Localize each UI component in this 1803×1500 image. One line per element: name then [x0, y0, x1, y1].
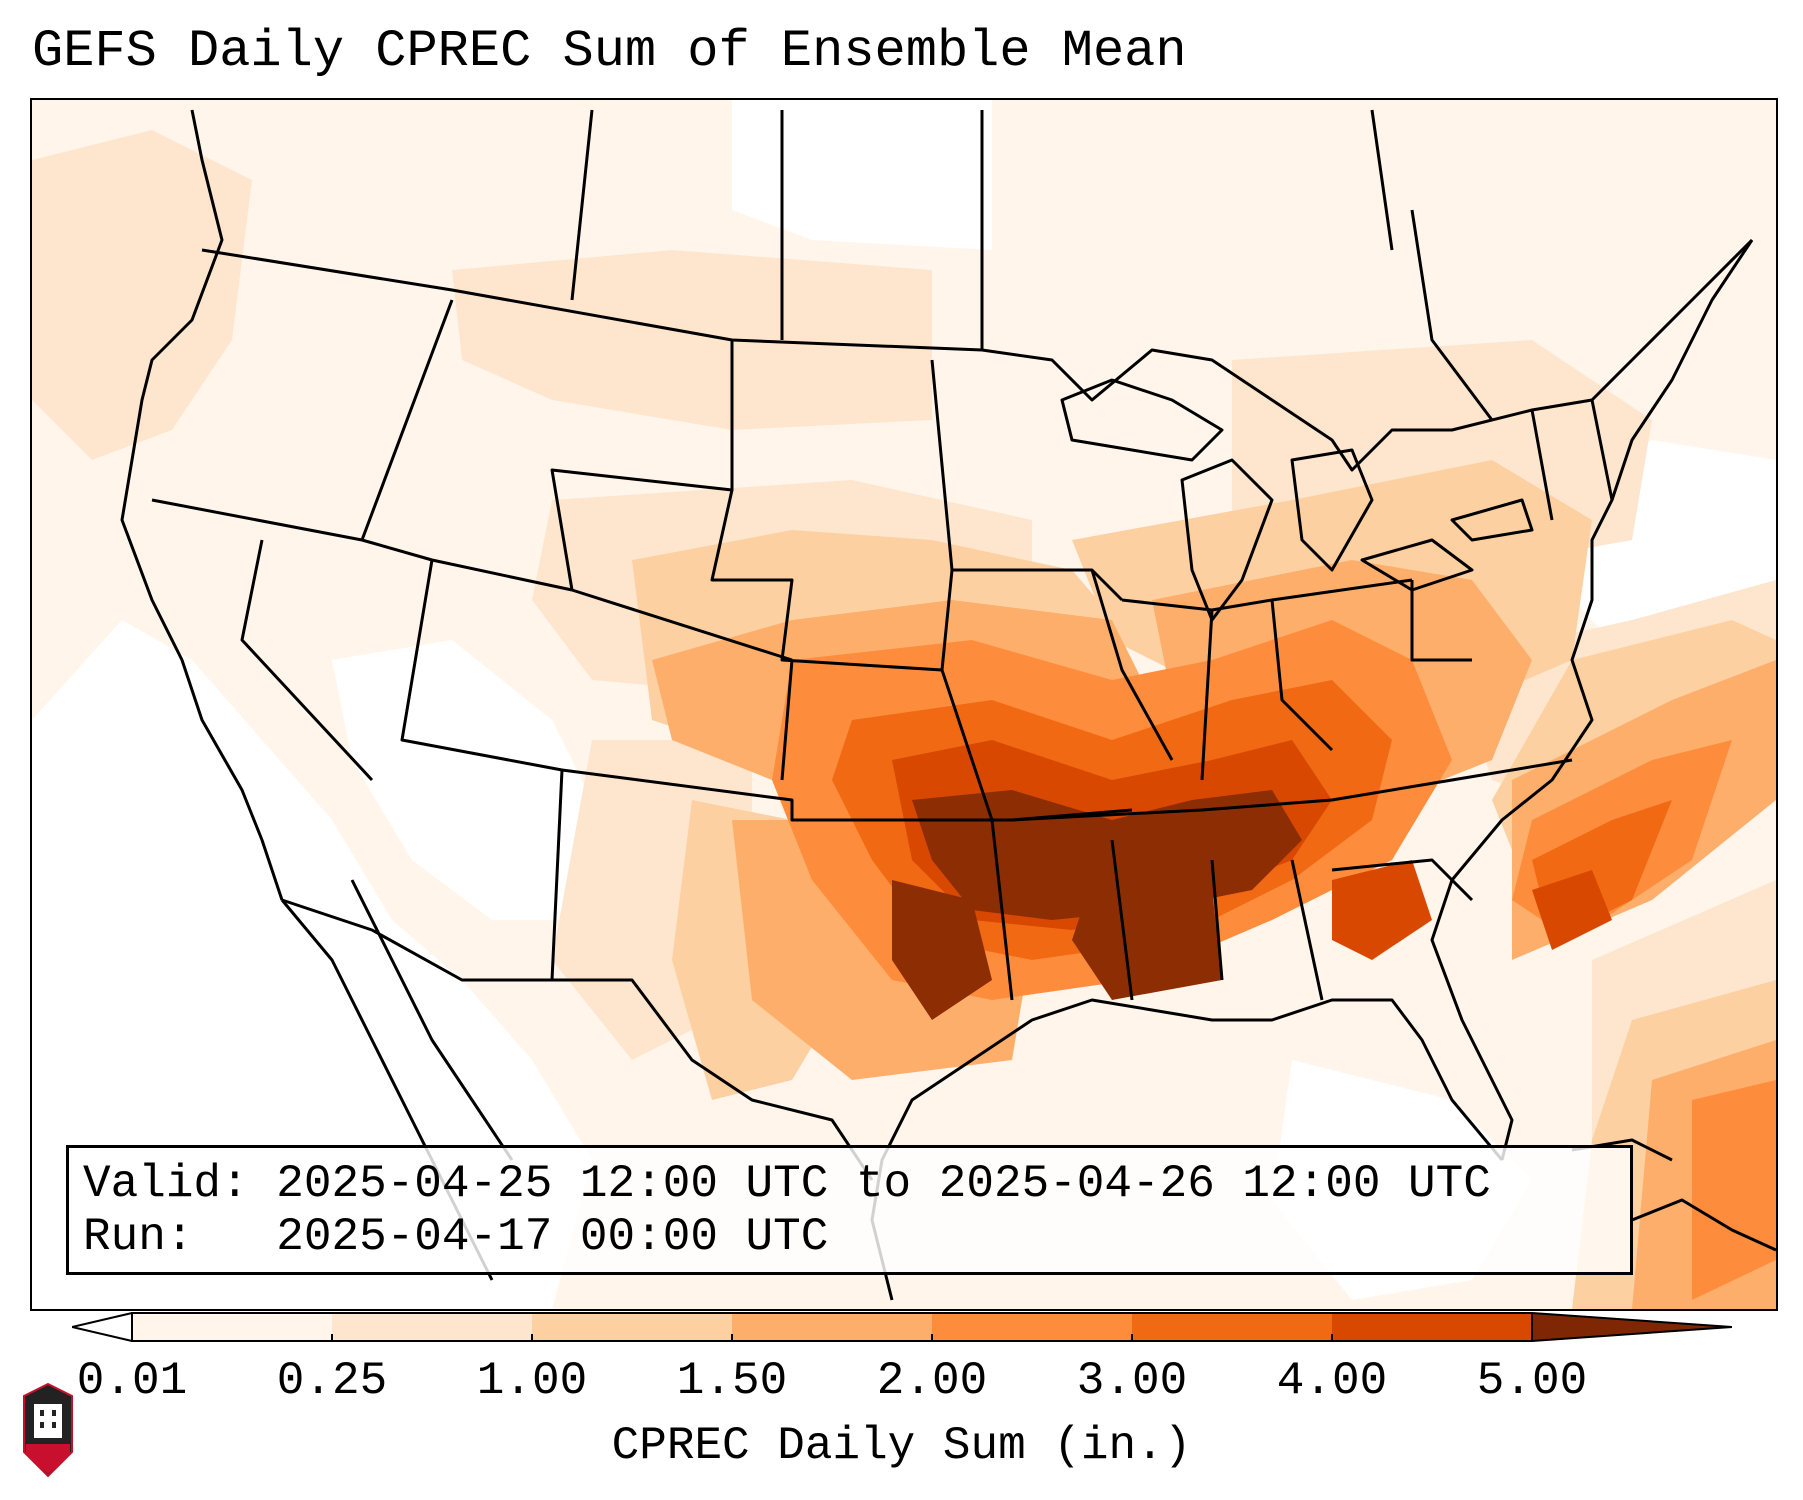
- colorbar-label: CPREC Daily Sum (in.): [611, 1420, 1192, 1472]
- colorbar: [72, 1312, 1732, 1342]
- colorbar-tick-label: 3.00: [1076, 1355, 1188, 1407]
- map-canvas: [32, 100, 1776, 1309]
- colorbar-over-extension: [1531, 1312, 1732, 1342]
- colorbar-tick-label: 1.50: [676, 1355, 788, 1407]
- map-title: GEFS Daily CPREC Sum of Ensemble Mean: [32, 22, 1187, 81]
- colorbar-border: [131, 1312, 1533, 1342]
- colorbar-under-extension: [72, 1312, 133, 1342]
- colorbar-segment: [332, 1313, 533, 1341]
- valid-line: Valid: 2025-04-25 12:00 UTC to 2025-04-2…: [83, 1158, 1616, 1211]
- run-line: Run: 2025-04-17 00:00 UTC: [83, 1211, 1616, 1264]
- colorbar-tick-label: 0.25: [276, 1355, 388, 1407]
- niu-logo-icon: [23, 1382, 73, 1478]
- valid-value: 2025-04-25 12:00 UTC to 2025-04-26 12:00…: [276, 1158, 1491, 1210]
- niu-logo: [20, 1382, 76, 1478]
- colorbar-tick-label: 2.00: [876, 1355, 988, 1407]
- colorbar-segment: [132, 1313, 333, 1341]
- colorbar-segment: [532, 1313, 733, 1341]
- colorbar-tick-label: 4.00: [1276, 1355, 1388, 1407]
- colorbar-graphic: [72, 1312, 1732, 1342]
- valid-label: Valid:: [83, 1158, 249, 1210]
- run-label: Run:: [83, 1211, 194, 1263]
- validity-info-box: Valid: 2025-04-25 12:00 UTC to 2025-04-2…: [66, 1145, 1633, 1275]
- colorbar-tick-label: 0.01: [76, 1355, 188, 1407]
- run-value: 2025-04-17 00:00 UTC: [276, 1211, 829, 1263]
- colorbar-segment: [732, 1313, 933, 1341]
- colorbar-segment: [1132, 1313, 1333, 1341]
- precipitation-map: [30, 98, 1778, 1311]
- colorbar-segment: [932, 1313, 1133, 1341]
- colorbar-segment: [1332, 1313, 1533, 1341]
- colorbar-tick-label: 1.00: [476, 1355, 588, 1407]
- colorbar-tick-label: 5.00: [1476, 1355, 1588, 1407]
